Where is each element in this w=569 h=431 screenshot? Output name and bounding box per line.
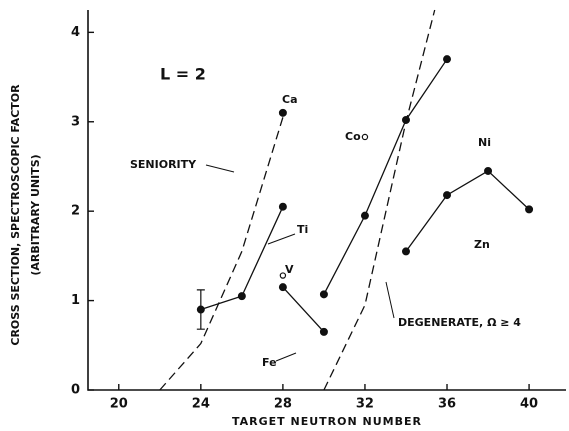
x-tick-label: 40 [520, 397, 538, 412]
series-label: SENIORITY [130, 158, 197, 171]
data-point [443, 55, 452, 64]
series-label: V [285, 263, 294, 276]
series-line [323, 58, 448, 295]
data-point [443, 191, 452, 200]
series-line [282, 286, 325, 333]
data-point [525, 205, 534, 214]
x-tick-label: 20 [110, 397, 128, 412]
error-bar [196, 289, 205, 330]
x-tick-label: 28 [274, 397, 292, 412]
data-point [279, 272, 287, 279]
series-label: Zn [474, 238, 490, 251]
data-point [237, 292, 246, 301]
data-point [361, 133, 369, 141]
data-point [278, 108, 287, 117]
series-label: Fe [262, 356, 277, 369]
series-line [159, 117, 284, 391]
y-tick-label: 0 [71, 383, 80, 398]
series-label: Co [345, 130, 361, 143]
y-tick-label: 3 [71, 114, 80, 129]
x-tick-label: 36 [438, 397, 456, 412]
x-axis-title: TARGET NEUTRON NUMBER [232, 415, 422, 428]
data-point [360, 211, 369, 220]
x-tick-label: 32 [356, 397, 374, 412]
series-label: Ca [282, 93, 298, 106]
series-label: DEGENERATE, Ω ≥ 4 [398, 316, 521, 329]
series-line [405, 170, 530, 252]
y-tick-label: 2 [71, 204, 80, 219]
y-tick-label: 1 [71, 293, 80, 308]
series-label: Ni [478, 136, 491, 149]
series-label: Ti [297, 223, 308, 236]
y-axis-title: (ARBITRARY UNITS) [29, 154, 42, 275]
leader-line [275, 352, 297, 362]
leader-line [205, 164, 235, 173]
series-line [323, 9, 436, 391]
y-tick-label: 4 [71, 25, 80, 40]
leader-line [385, 281, 395, 319]
data-point [401, 247, 410, 256]
data-point [278, 202, 287, 211]
data-point [484, 166, 493, 175]
annotation: L = 2 [160, 65, 206, 84]
leader-line [267, 233, 296, 245]
x-tick-label: 24 [192, 397, 210, 412]
data-point [278, 283, 287, 292]
data-point [319, 327, 328, 336]
data-point [319, 290, 328, 299]
y-axis-title: CROSS SECTION, SPECTROSCOPIC FACTOR [9, 84, 22, 346]
